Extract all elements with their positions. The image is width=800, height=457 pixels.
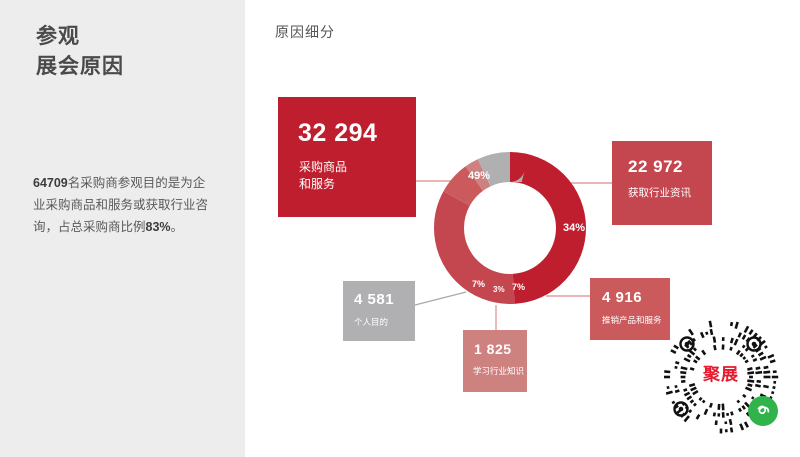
donut-label-3-learn: 3% — [493, 285, 505, 294]
page-title: 参观 展会原因 — [36, 22, 124, 82]
qr-finder-bottom-left-dot — [678, 406, 684, 412]
callout-purchase-goods-value: 32 294 — [298, 119, 378, 147]
donut-label-34: 34% — [563, 222, 586, 234]
donut-slice-personal — [434, 152, 586, 304]
donut-label-7-promo: 7% — [512, 282, 526, 292]
donut-label-7-personal: 7% — [472, 279, 486, 289]
callout-learn-knowledge: 1 825 学习行业知识 — [463, 330, 527, 392]
donut-slice-info — [434, 152, 586, 304]
qr-brand-label: 聚展 — [703, 365, 739, 384]
callout-purchase-goods-label-line1: 采购商品 — [299, 160, 348, 174]
callout-industry-info: 22 972 获取行业资讯 — [612, 141, 712, 225]
callout-learn-knowledge-label: 学习行业知识 — [473, 366, 525, 376]
chart-title: 原因细分 — [275, 24, 335, 40]
callout-purchase-goods-label: 采购商品 和服务 — [299, 159, 347, 194]
summary-total-count: 64709 — [33, 176, 68, 190]
callout-personal-purpose: 4 581 个人目的 — [343, 281, 415, 341]
callout-personal-purpose-label: 个人目的 — [354, 317, 389, 327]
qr-finder-top-left — [679, 336, 695, 352]
left-panel: 参观 展会原因 64709名采购商参观目的是为企业采购商品和服务或获取行业咨询，… — [0, 0, 245, 457]
qr-finder-top-left-dot — [684, 341, 690, 347]
summary-text: 名采购商参观目的是为企业采购商品和服务或获取行业咨询，占总采购商比例 — [33, 176, 209, 234]
callout-personal-purpose-value: 4 581 — [354, 291, 395, 308]
page-title-line2: 展会原因 — [36, 55, 124, 78]
callout-promote-products-value: 4 916 — [602, 289, 643, 306]
qr-finder-top-right — [746, 336, 762, 352]
callout-promote-products: 4 916 推销产品和服务 — [590, 278, 670, 340]
callout-promote-products-label: 推销产品和服务 — [602, 315, 662, 325]
qr-finder-bottom-left — [673, 401, 689, 417]
callout-industry-info-label: 获取行业资讯 — [628, 187, 691, 199]
qr-finder-top-right-dot — [751, 341, 757, 347]
summary-paragraph: 64709名采购商参观目的是为企业采购商品和服务或获取行业咨询，占总采购商比例8… — [33, 172, 213, 238]
callout-industry-info-value: 22 972 — [628, 157, 683, 176]
miniprogram-glyph-icon — [757, 405, 770, 415]
wechat-miniprogram-badge[interactable] — [748, 396, 778, 426]
summary-suffix: 。 — [170, 220, 184, 234]
callout-purchase-goods-label-line2: 和服务 — [299, 177, 336, 192]
callout-learn-knowledge-value: 1 825 — [474, 341, 512, 357]
summary-percent: 83% — [145, 220, 171, 234]
wechat-miniprogram-qr-code[interactable] — [657, 313, 785, 441]
callout-purchase-goods: 32 294 采购商品 和服务 — [278, 97, 416, 217]
connector-personal — [414, 291, 467, 306]
page-title-line1: 参观 — [36, 25, 80, 48]
donut-ring — [434, 152, 586, 304]
donut-label-49: 49% — [468, 170, 491, 182]
